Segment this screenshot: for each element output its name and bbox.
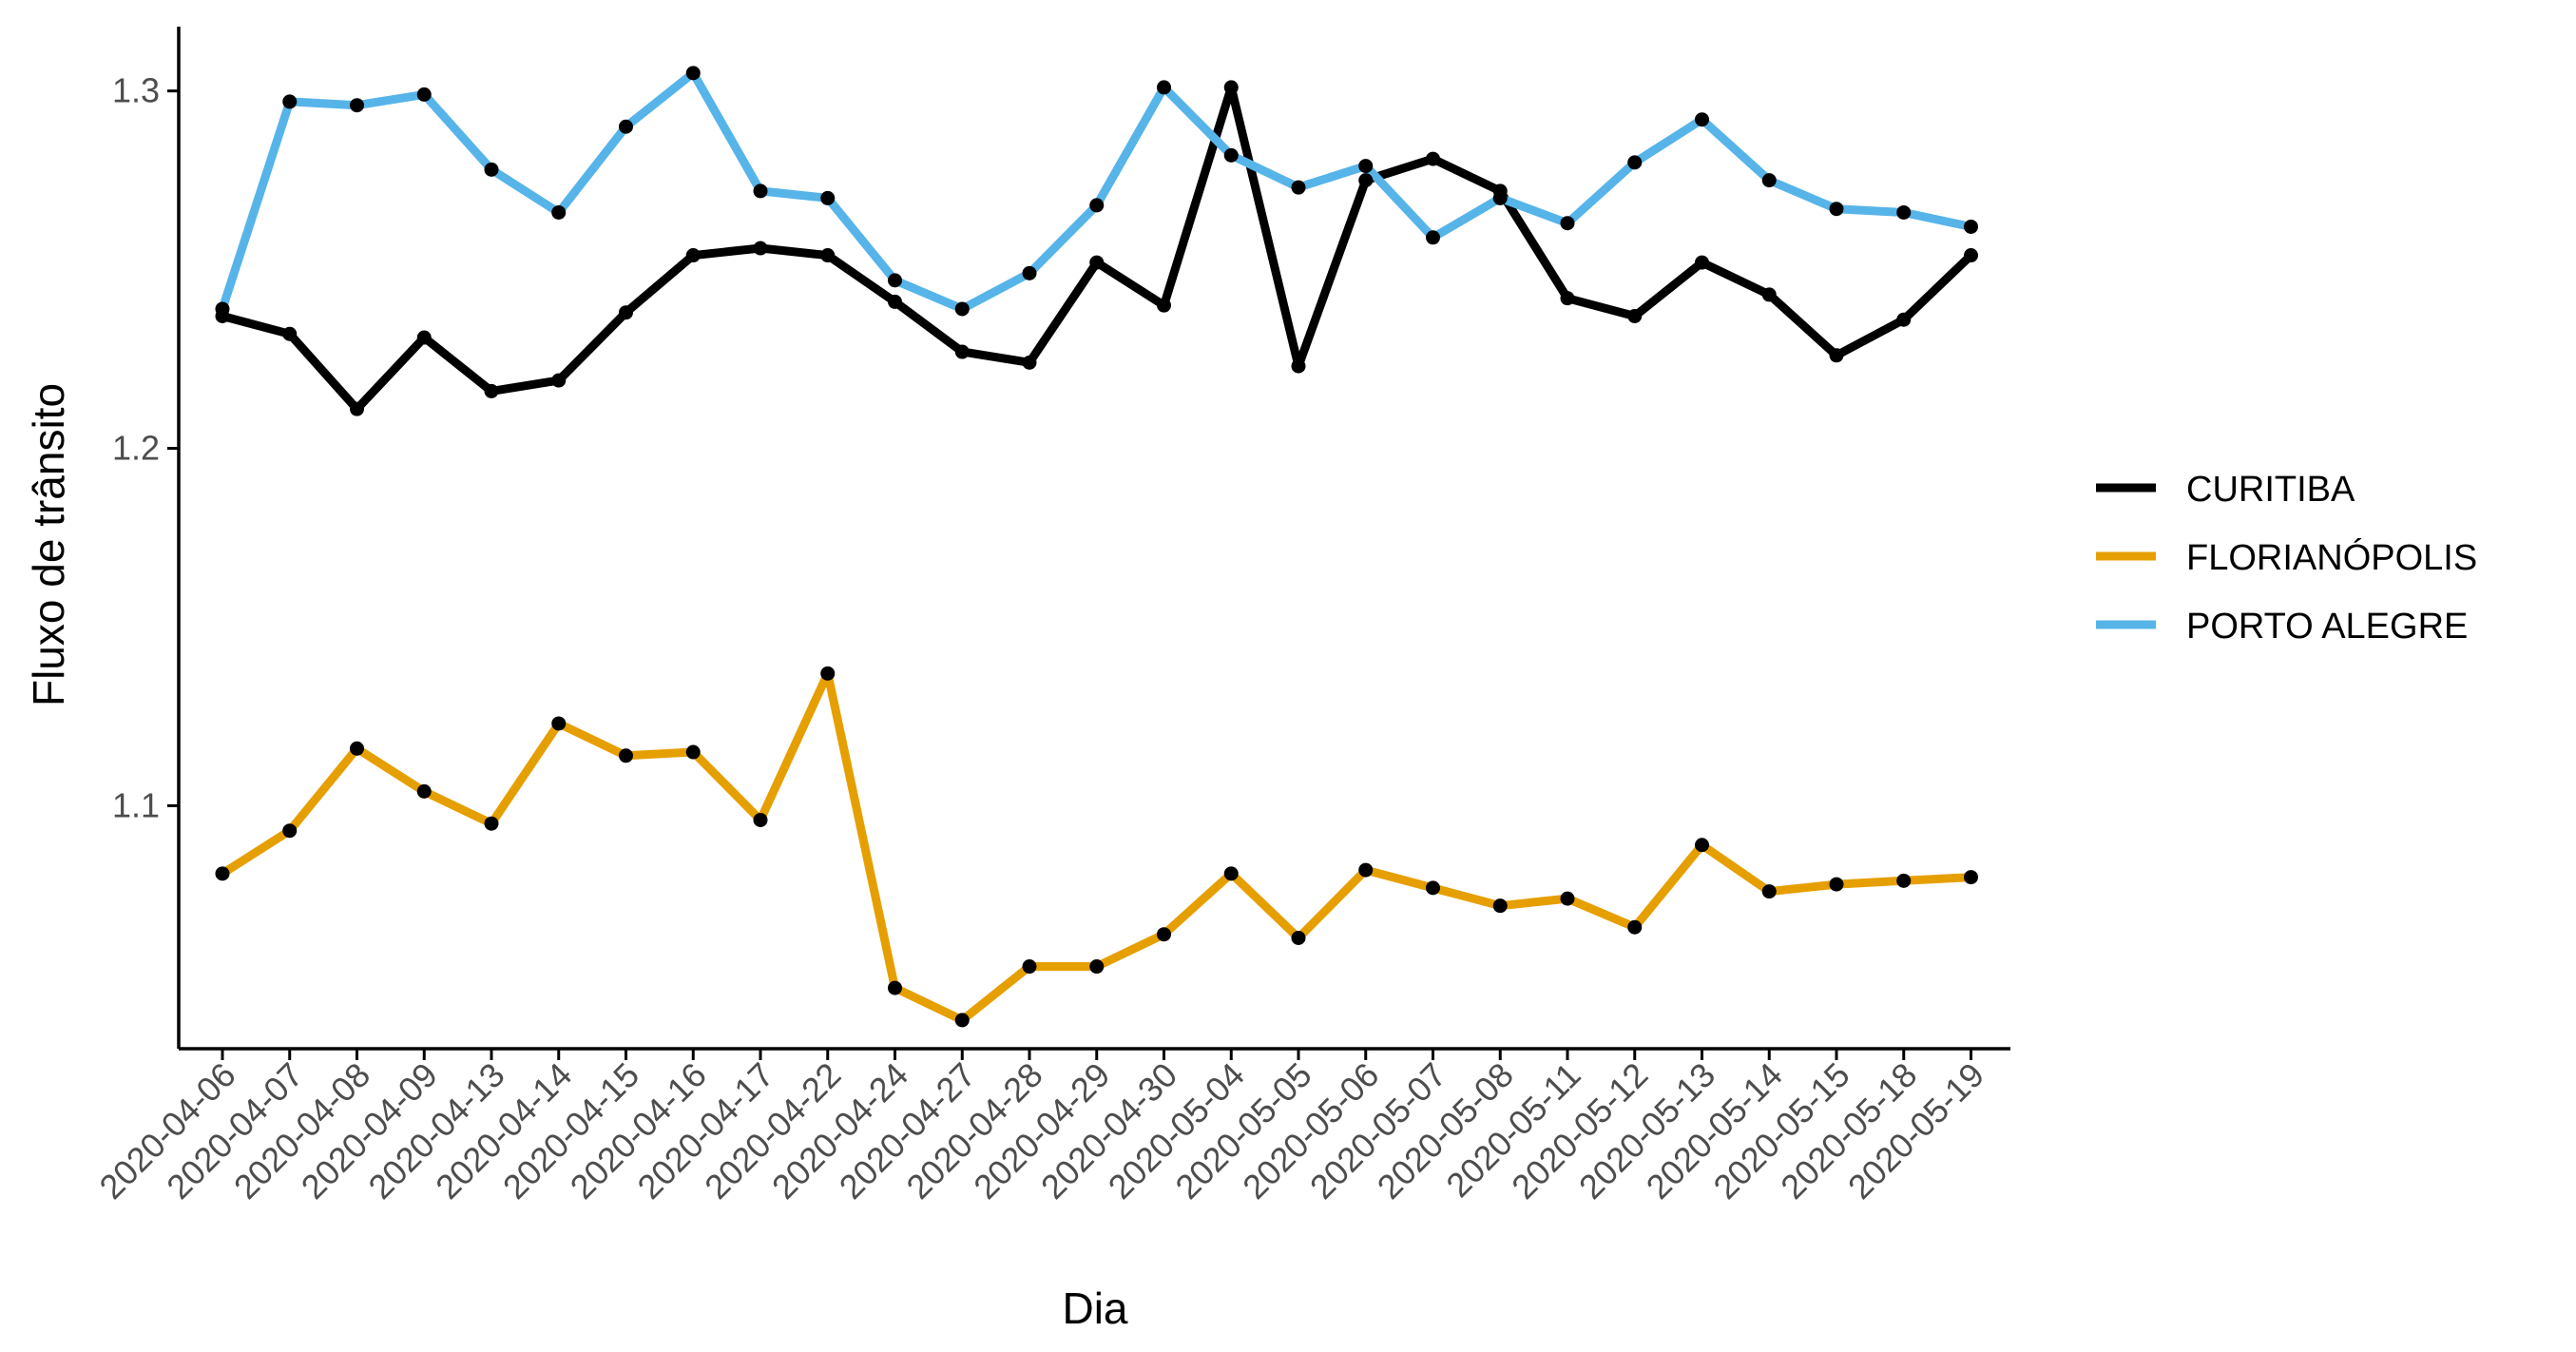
data-point-florian-polis: [1426, 880, 1440, 896]
data-point-florian-polis: [753, 812, 768, 827]
data-point-curitiba: [551, 373, 567, 388]
data-point-porto-alegre: [1089, 198, 1105, 213]
data-point-porto-alegre: [1022, 265, 1037, 280]
data-point-florian-polis: [619, 748, 633, 763]
y-tick-label: 1.3: [112, 71, 160, 110]
data-point-curitiba: [888, 294, 902, 309]
data-point-curitiba: [1964, 248, 1978, 263]
data-point-porto-alegre: [484, 162, 499, 177]
data-point-curitiba: [753, 241, 768, 256]
legend: CURITIBA FLORIANÓPOLIS PORTO ALEGRE: [2096, 470, 2477, 647]
data-point-porto-alegre: [1492, 190, 1508, 205]
data-point-porto-alegre: [1560, 216, 1575, 231]
data-point-porto-alegre: [888, 273, 902, 288]
axes: [167, 27, 2010, 1060]
data-point-florian-polis: [1022, 959, 1037, 975]
data-point-curitiba: [1695, 255, 1709, 270]
data-point-porto-alegre: [215, 301, 230, 317]
data-point-florian-polis: [1627, 919, 1643, 935]
data-point-florian-polis: [1761, 884, 1777, 899]
data-point-porto-alegre: [551, 204, 567, 220]
data-point-florian-polis: [1560, 891, 1575, 906]
data-point-porto-alegre: [753, 183, 768, 199]
series-line-curitiba: [221, 83, 1974, 414]
data-point-florian-polis: [820, 666, 836, 681]
data-point-curitiba: [1426, 151, 1440, 166]
data-point-florian-polis: [416, 783, 432, 799]
data-point-porto-alegre: [282, 94, 298, 109]
data-point-florian-polis: [1492, 898, 1508, 914]
data-point-florian-polis: [350, 741, 364, 756]
data-point-curitiba: [1829, 348, 1844, 363]
data-point-curitiba: [1291, 358, 1306, 374]
legend-label: PORTO ALEGRE: [2186, 607, 2468, 647]
data-point-florian-polis: [1358, 862, 1374, 878]
y-tick-label: 1.1: [112, 785, 160, 824]
data-point-curitiba: [954, 344, 970, 359]
data-point-porto-alegre: [1291, 180, 1306, 195]
data-point-curitiba: [1022, 355, 1037, 370]
data-point-curitiba: [1358, 173, 1374, 188]
data-point-florian-polis: [1896, 873, 1912, 888]
data-point-florian-polis: [954, 1013, 970, 1028]
data-point-curitiba: [619, 305, 633, 320]
data-point-florian-polis: [1223, 866, 1239, 881]
data-point-porto-alegre: [1627, 155, 1643, 170]
data-point-porto-alegre: [1426, 230, 1440, 245]
data-point-porto-alegre: [1829, 202, 1844, 217]
data-point-curitiba: [484, 383, 499, 398]
data-point-porto-alegre: [820, 190, 836, 205]
data-point-porto-alegre: [350, 98, 364, 113]
data-point-porto-alegre: [1157, 80, 1171, 95]
data-point-florian-polis: [215, 866, 230, 881]
legend-label: CURITIBA: [2186, 470, 2355, 510]
data-point-florian-polis: [888, 980, 902, 995]
data-point-florian-polis: [1829, 877, 1844, 892]
data-point-porto-alegre: [685, 66, 701, 81]
data-point-porto-alegre: [1964, 219, 1978, 234]
data-point-curitiba: [282, 326, 298, 341]
data-point-curitiba: [685, 248, 701, 263]
data-point-porto-alegre: [1358, 159, 1374, 174]
data-point-curitiba: [1627, 308, 1643, 323]
x-axis-title: Dia: [1062, 1284, 1127, 1333]
data-point-florian-polis: [1964, 870, 1978, 885]
data-point-florian-polis: [1089, 959, 1105, 975]
data-point-curitiba: [1761, 287, 1777, 302]
data-point-curitiba: [1223, 80, 1239, 95]
data-point-curitiba: [820, 248, 836, 263]
legend-label: FLORIANÓPOLIS: [2186, 537, 2477, 578]
data-point-curitiba: [1089, 255, 1105, 270]
data-point-florian-polis: [685, 744, 701, 760]
data-point-florian-polis: [1157, 927, 1171, 942]
data-point-porto-alegre: [1223, 147, 1239, 163]
data-point-porto-alegre: [416, 87, 432, 102]
data-point-florian-polis: [1695, 838, 1709, 853]
data-point-porto-alegre: [1896, 204, 1912, 220]
data-point-porto-alegre: [619, 119, 633, 134]
data-point-curitiba: [1157, 298, 1171, 313]
data-point-florian-polis: [551, 716, 567, 731]
x-tick-labels: 2020-04-062020-04-072020-04-082020-04-09…: [91, 1055, 1991, 1207]
data-point-curitiba: [1560, 291, 1575, 306]
data-point-porto-alegre: [954, 301, 970, 317]
series-layer: [215, 66, 1978, 1028]
data-point-florian-polis: [282, 823, 298, 839]
data-point-curitiba: [1896, 312, 1912, 327]
data-point-curitiba: [350, 401, 364, 416]
data-point-porto-alegre: [1695, 112, 1709, 127]
data-point-porto-alegre: [1761, 173, 1777, 188]
y-tick-labels: 1.1 1.2 1.3: [112, 71, 160, 825]
y-tick-label: 1.2: [112, 429, 160, 468]
data-point-curitiba: [416, 330, 432, 345]
data-point-florian-polis: [484, 816, 499, 831]
series-line-porto-alegre: [218, 68, 1972, 314]
y-axis-title: Fluxo de trânsito: [24, 383, 73, 706]
data-point-florian-polis: [1291, 930, 1306, 945]
